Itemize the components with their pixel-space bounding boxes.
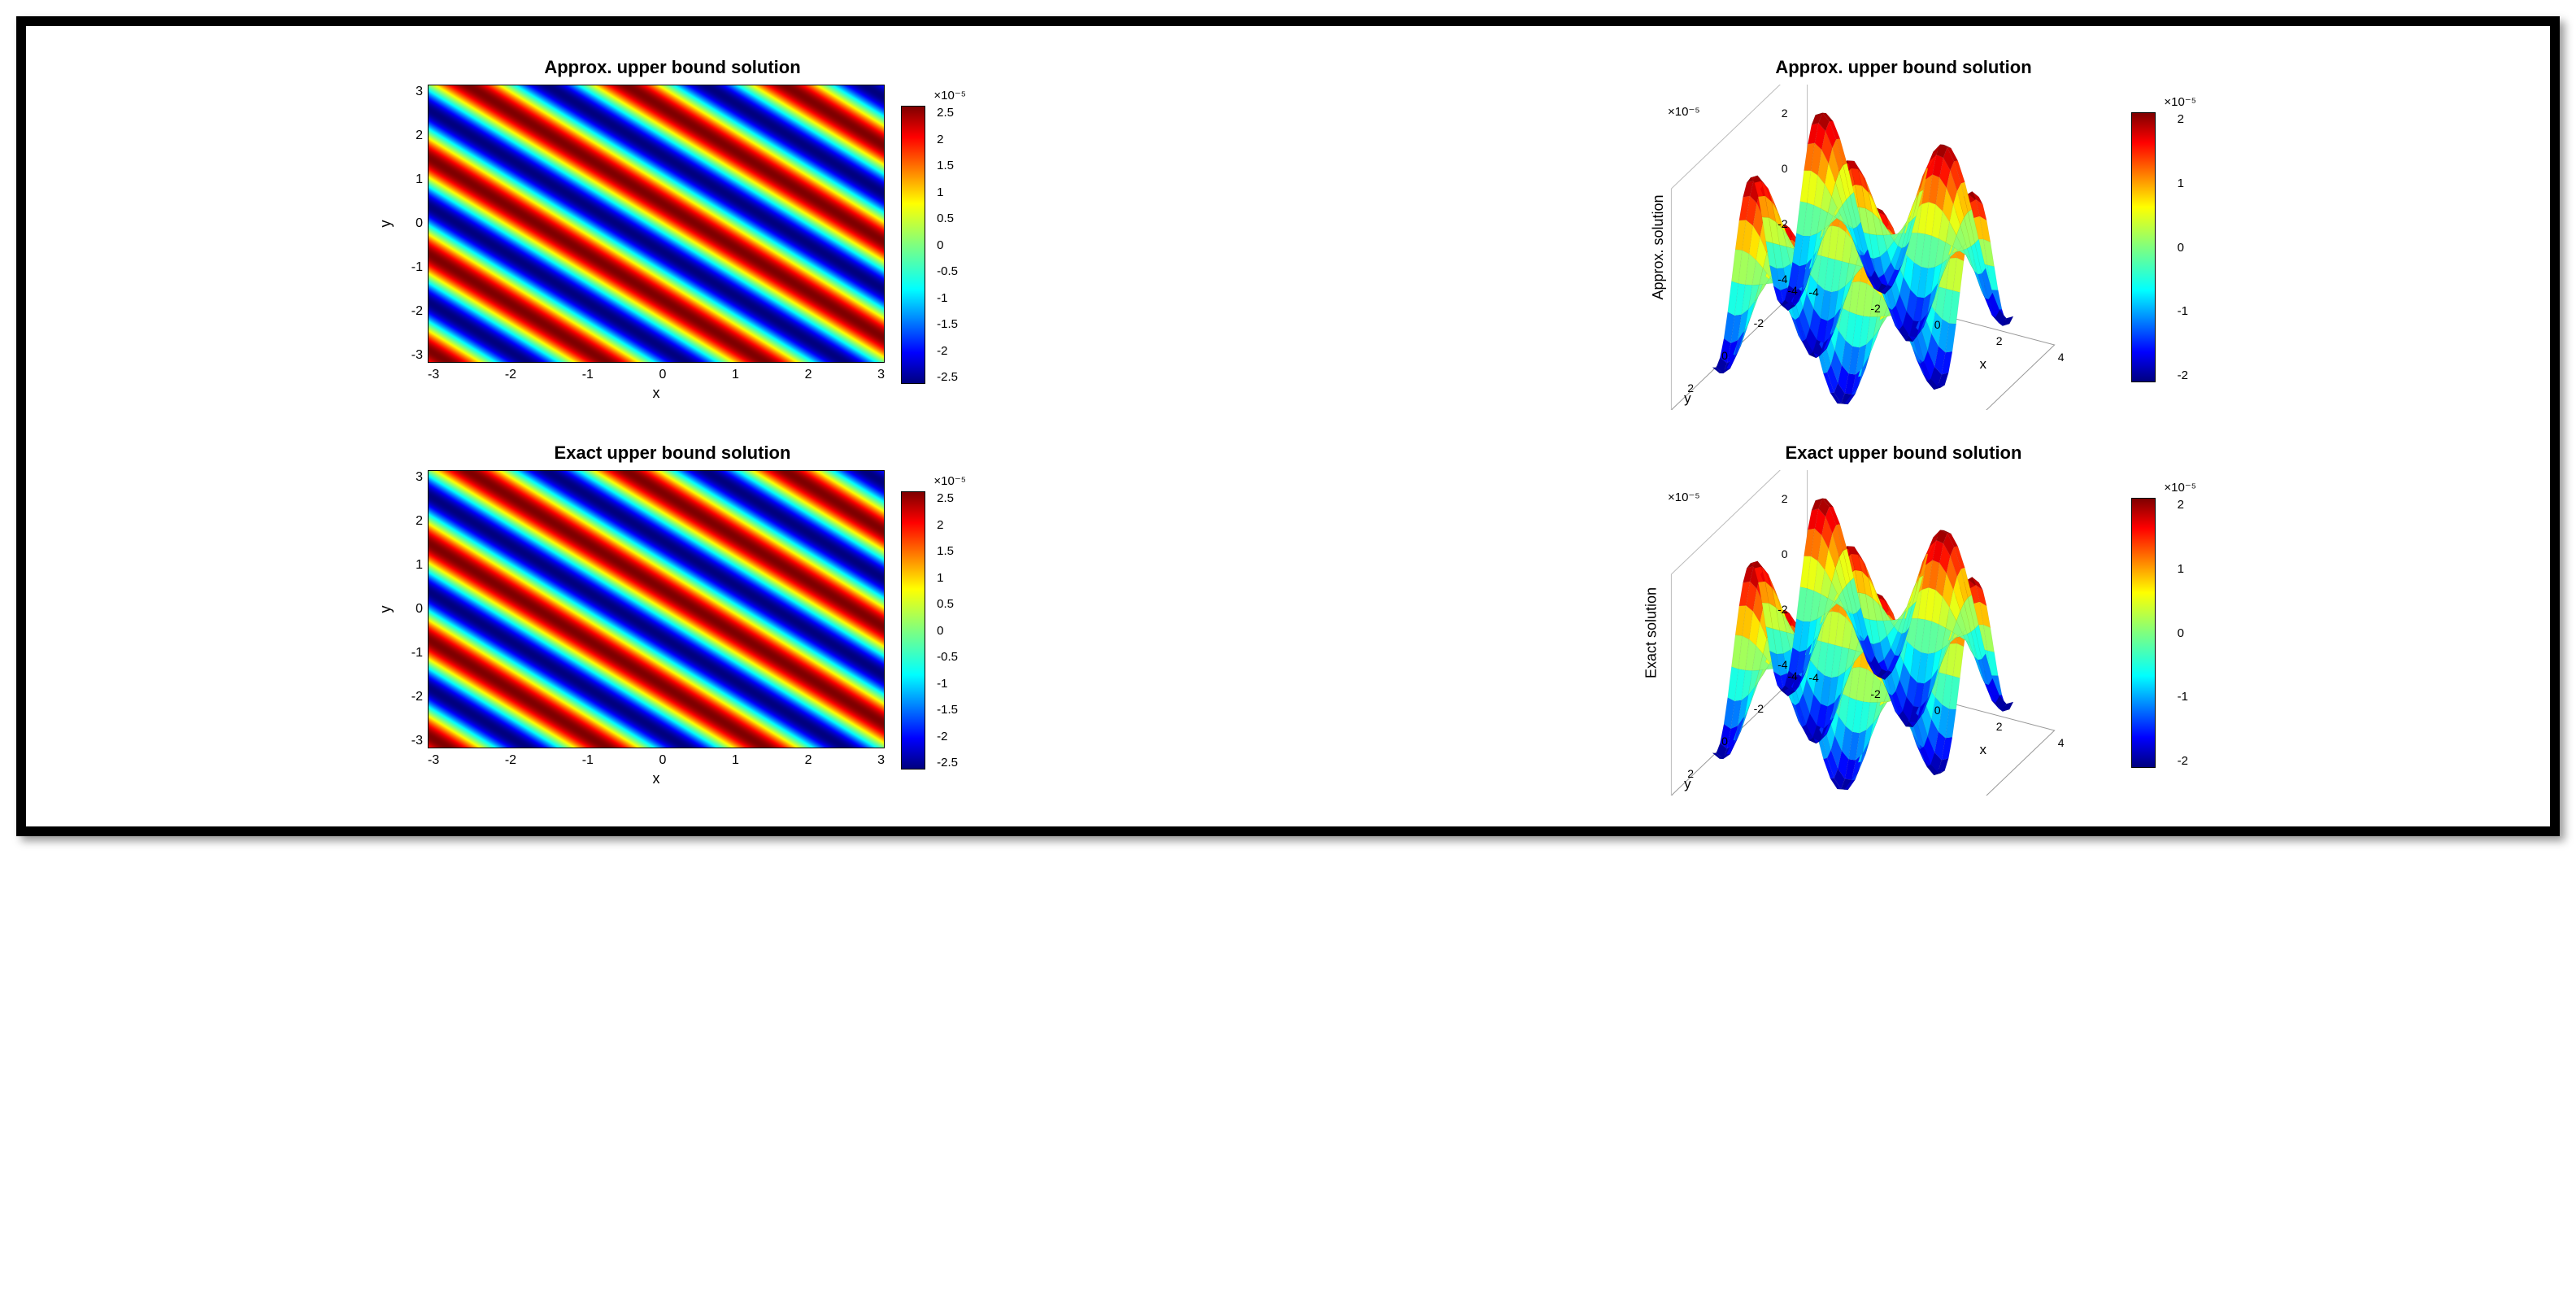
y-label: y	[377, 220, 394, 228]
svg-text:-4: -4	[1787, 669, 1798, 682]
colorbar: 210-1-2×10⁻⁵	[2131, 498, 2156, 768]
figure-frame: Approx. upper bound solution3210-1-2-3-3…	[16, 16, 2560, 836]
svg-text:-2: -2	[1778, 603, 1788, 616]
x-label: x	[653, 385, 660, 402]
colorbar-ticks: 210-1-2	[2178, 498, 2188, 768]
svg-text:x: x	[1980, 742, 1987, 757]
colorbar-gradient	[2131, 498, 2156, 768]
axes-2d: 3210-1-2-3-3-2-10123yx	[428, 470, 885, 748]
axes-2d: 3210-1-2-3-3-2-10123yx	[428, 85, 885, 363]
svg-text:0: 0	[1721, 735, 1728, 748]
svg-text:x: x	[1980, 356, 1987, 372]
panel-title: Exact upper bound solution	[1786, 443, 2022, 464]
y-ticks: 3210-1-2-3	[400, 470, 423, 748]
panel-title: Approx. upper bound solution	[544, 57, 800, 78]
z-label: Approx. solution	[1650, 194, 1667, 299]
x-ticks: -3-2-10123	[428, 368, 885, 382]
panel-br: Exact upper bound solution-4-2024-4-2024…	[1304, 443, 2503, 796]
svg-text:0: 0	[1934, 704, 1941, 717]
colorbar-gradient	[901, 106, 925, 384]
x-ticks: -3-2-10123	[428, 753, 885, 768]
panel-tl: Approx. upper bound solution3210-1-2-3-3…	[73, 57, 1272, 410]
colorbar-exponent: ×10⁻⁵	[2164, 94, 2196, 109]
svg-text:y: y	[1684, 776, 1691, 791]
colorbar-ticks: 2.521.510.50-0.5-1-1.5-2-2.5	[937, 491, 958, 770]
svg-text:-4: -4	[1787, 284, 1798, 297]
axes-3d: -4-2024-4-2024-4-2024xyApprox. solution×…	[1611, 85, 2115, 410]
svg-text:-4: -4	[1808, 671, 1819, 684]
y-ticks: 3210-1-2-3	[400, 85, 423, 363]
heatmap-canvas	[428, 85, 885, 363]
svg-text:4: 4	[2058, 351, 2065, 364]
colorbar-gradient	[2131, 112, 2156, 382]
svg-text:-2: -2	[1870, 302, 1881, 315]
subplot-grid: Approx. upper bound solution3210-1-2-3-3…	[33, 33, 2543, 820]
svg-text:0: 0	[1782, 162, 1788, 175]
x-label: x	[653, 770, 660, 787]
svg-text:y: y	[1684, 390, 1691, 406]
svg-text:2: 2	[1996, 334, 2003, 347]
panel-tr: Approx. upper bound solution -4 -2 0 2 4 -4 -2 0…	[1304, 57, 2503, 410]
panel-title: Approx. upper bound solution	[1775, 57, 2031, 78]
svg-text:2: 2	[1996, 720, 2003, 733]
colorbar: 210-1-2×10⁻⁵	[2131, 112, 2156, 382]
panel-bl: Exact upper bound solution3210-1-2-3-3-2…	[73, 443, 1272, 796]
z-label: Exact solution	[1643, 587, 1660, 678]
svg-text:-4: -4	[1778, 658, 1788, 671]
z-exponent: ×10⁻⁵	[1668, 490, 1700, 504]
svg-text:-2: -2	[1754, 316, 1764, 329]
heatmap-canvas	[428, 470, 885, 748]
colorbar-exponent: ×10⁻⁵	[933, 88, 966, 102]
z-exponent: ×10⁻⁵	[1668, 104, 1700, 119]
colorbar: 2.521.510.50-0.5-1-1.5-2-2.5×10⁻⁵	[901, 491, 925, 770]
svg-text:0: 0	[1934, 318, 1941, 331]
surface-svg: -4-2024-4-2024-4-2024xy	[1611, 85, 2115, 410]
svg-text:-4: -4	[1808, 286, 1819, 299]
svg-text:4: 4	[2058, 736, 2065, 749]
svg-text:0: 0	[1721, 349, 1728, 362]
colorbar-ticks: 2.521.510.50-0.5-1-1.5-2-2.5	[937, 106, 958, 384]
colorbar: 2.521.510.50-0.5-1-1.5-2-2.5×10⁻⁵	[901, 106, 925, 384]
svg-text:2: 2	[1782, 107, 1788, 120]
axes-3d: -4-2024-4-2024-4-2024xyExact solution×10…	[1611, 470, 2115, 796]
svg-text:-2: -2	[1778, 217, 1788, 230]
panel-title: Exact upper bound solution	[555, 443, 791, 464]
colorbar-exponent: ×10⁻⁵	[2164, 480, 2196, 495]
colorbar-exponent: ×10⁻⁵	[933, 473, 966, 488]
svg-text:-4: -4	[1778, 272, 1788, 286]
colorbar-gradient	[901, 491, 925, 770]
surface-svg: -4-2024-4-2024-4-2024xy	[1611, 470, 2115, 796]
colorbar-ticks: 210-1-2	[2178, 112, 2188, 382]
y-label: y	[377, 606, 394, 613]
svg-text:0: 0	[1782, 547, 1788, 560]
svg-text:2: 2	[1782, 492, 1788, 505]
svg-text:-2: -2	[1754, 702, 1764, 715]
svg-text:-2: -2	[1870, 687, 1881, 700]
